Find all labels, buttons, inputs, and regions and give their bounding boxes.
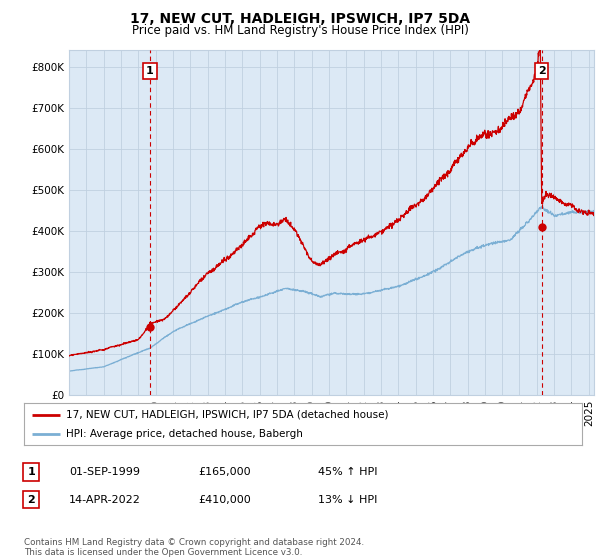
Text: 45% ↑ HPI: 45% ↑ HPI bbox=[318, 467, 377, 477]
Text: Price paid vs. HM Land Registry's House Price Index (HPI): Price paid vs. HM Land Registry's House … bbox=[131, 24, 469, 36]
Text: HPI: Average price, detached house, Babergh: HPI: Average price, detached house, Babe… bbox=[66, 429, 303, 439]
Text: 13% ↓ HPI: 13% ↓ HPI bbox=[318, 494, 377, 505]
Text: 2: 2 bbox=[538, 66, 545, 76]
Text: £165,000: £165,000 bbox=[198, 467, 251, 477]
Text: 17, NEW CUT, HADLEIGH, IPSWICH, IP7 5DA (detached house): 17, NEW CUT, HADLEIGH, IPSWICH, IP7 5DA … bbox=[66, 409, 388, 419]
Text: 14-APR-2022: 14-APR-2022 bbox=[69, 494, 141, 505]
Text: 2: 2 bbox=[28, 494, 35, 505]
Text: 1: 1 bbox=[146, 66, 154, 76]
Text: 01-SEP-1999: 01-SEP-1999 bbox=[69, 467, 140, 477]
Text: 17, NEW CUT, HADLEIGH, IPSWICH, IP7 5DA: 17, NEW CUT, HADLEIGH, IPSWICH, IP7 5DA bbox=[130, 12, 470, 26]
Text: 1: 1 bbox=[28, 467, 35, 477]
Text: £410,000: £410,000 bbox=[198, 494, 251, 505]
Text: Contains HM Land Registry data © Crown copyright and database right 2024.
This d: Contains HM Land Registry data © Crown c… bbox=[24, 538, 364, 557]
